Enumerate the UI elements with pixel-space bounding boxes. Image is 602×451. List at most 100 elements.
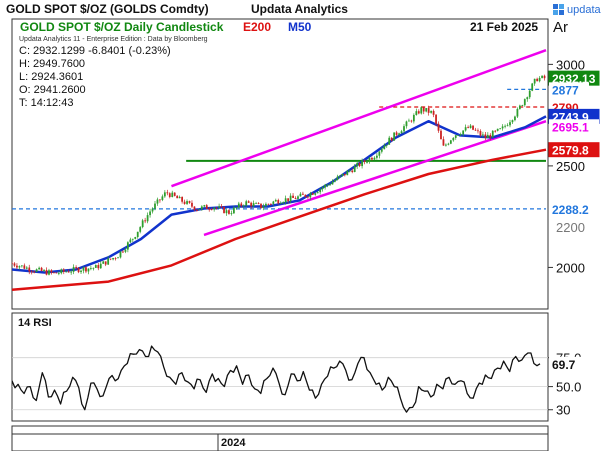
candle (196, 208, 198, 212)
candle (213, 207, 216, 212)
candle (351, 168, 354, 174)
candle (454, 135, 457, 140)
candle (136, 231, 139, 239)
candle (518, 104, 521, 110)
candle (272, 200, 275, 206)
candle (260, 203, 262, 209)
candle (12, 261, 13, 265)
candle (523, 98, 526, 107)
candle (188, 200, 191, 204)
candle (506, 123, 509, 127)
date-axis-year-label: 2024 (221, 437, 246, 449)
candle (358, 162, 361, 168)
updata-logo: updata (553, 4, 602, 16)
candle (18, 265, 21, 270)
candle (218, 203, 220, 209)
ohlc-close: C: 2932.1299 -6.8401 (-0.23%) (19, 45, 171, 57)
candle (366, 159, 368, 164)
legend-e200: E200 (243, 20, 271, 34)
price-tick-label: 3000 (556, 57, 585, 72)
candle (146, 212, 149, 224)
candle (85, 266, 87, 274)
candle (104, 261, 107, 267)
candle (319, 188, 322, 195)
candle (124, 247, 127, 254)
brand-label: Updata Analytics (251, 2, 348, 16)
candle (467, 125, 470, 129)
legend-m50: M50 (288, 20, 312, 34)
candle (129, 237, 132, 244)
candle (183, 199, 186, 205)
candle (457, 134, 460, 136)
candle (420, 106, 423, 115)
candle (442, 136, 445, 146)
rsi-title: 14 RSI (18, 317, 52, 329)
candle (144, 217, 147, 224)
ohlc-time: T: 14:12:43 (19, 97, 73, 109)
candle (28, 264, 31, 275)
candle (57, 271, 60, 276)
candle (368, 156, 371, 164)
candle (415, 108, 418, 116)
candle (112, 257, 114, 261)
candle (279, 201, 282, 204)
candle (516, 107, 519, 119)
candle (373, 156, 376, 161)
updata-logo-icon (553, 4, 564, 15)
candle (40, 266, 43, 272)
candle (329, 182, 331, 186)
channel-line-0 (171, 48, 547, 188)
candle (432, 109, 435, 118)
candle (469, 124, 472, 129)
candle (151, 207, 154, 214)
candle (388, 135, 391, 145)
candle (309, 191, 312, 200)
candle (75, 265, 78, 270)
candle (526, 96, 529, 102)
candle (425, 108, 428, 113)
candle (198, 209, 201, 211)
candle (228, 209, 230, 215)
candle (484, 131, 487, 141)
candle (126, 241, 129, 253)
candle (45, 267, 48, 276)
candle (55, 272, 58, 274)
chart-title: GOLD SPOT $/OZ Daily Candlestick (20, 20, 224, 34)
candle (410, 119, 413, 123)
candle (496, 128, 499, 132)
candle (464, 124, 467, 132)
candle (378, 151, 381, 159)
candle (200, 205, 203, 211)
candle (494, 130, 497, 133)
candle (294, 196, 297, 200)
candle (134, 236, 137, 240)
candle (334, 178, 336, 183)
candle (447, 142, 450, 146)
candle (393, 132, 396, 141)
candle (257, 202, 260, 205)
price-label-text: 2695.1 (552, 120, 589, 134)
candle (94, 264, 97, 268)
price-axis: 3000 2500 2000 2200 (548, 57, 585, 275)
candle (536, 77, 539, 82)
ohlc-high: H: 2949.7600 (19, 58, 85, 70)
candle (321, 186, 324, 192)
candle (341, 173, 344, 177)
candle (77, 267, 80, 274)
candle (232, 205, 235, 215)
candle (324, 183, 327, 190)
candle (346, 169, 349, 176)
candle (316, 191, 319, 194)
candle (284, 195, 287, 205)
candle (89, 265, 92, 271)
candle (430, 110, 433, 114)
candle (371, 156, 373, 161)
price-label-text: 2288.2 (552, 203, 589, 217)
candle (277, 198, 280, 205)
e200-line (12, 148, 547, 292)
candle (235, 207, 238, 210)
candle (87, 268, 90, 275)
candle (479, 129, 482, 137)
